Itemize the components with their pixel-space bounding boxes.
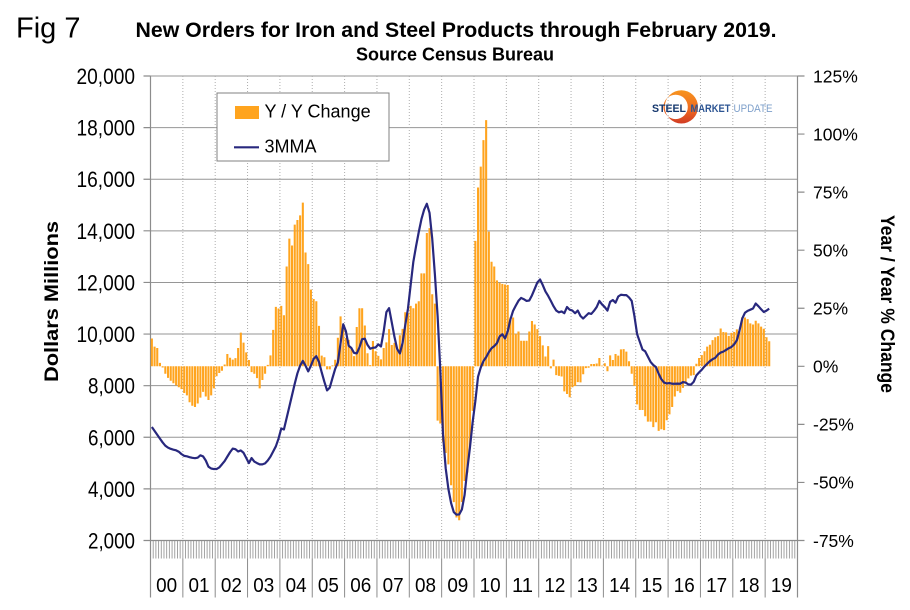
svg-text:-50%: -50% (813, 473, 854, 493)
svg-text:0%: 0% (813, 357, 838, 377)
svg-text:100%: 100% (813, 124, 858, 144)
svg-text:08: 08 (415, 575, 436, 597)
svg-text:50%: 50% (813, 240, 848, 260)
svg-text:18,000: 18,000 (77, 116, 136, 141)
svg-text:STEEL: STEEL (652, 103, 686, 115)
svg-text:25%: 25% (813, 299, 848, 319)
svg-text:17: 17 (706, 575, 727, 597)
svg-text:03: 03 (253, 575, 274, 597)
svg-text:Source Census Bureau: Source Census Bureau (356, 45, 554, 65)
svg-text:07: 07 (383, 575, 404, 597)
svg-text:Y / Y Change: Y / Y Change (265, 102, 371, 122)
svg-text:16: 16 (674, 575, 695, 597)
svg-text:75%: 75% (813, 182, 848, 202)
svg-text:-75%: -75% (813, 531, 854, 551)
svg-text:09: 09 (447, 575, 468, 597)
svg-text:-25%: -25% (813, 415, 854, 435)
svg-text:Dollars Millions: Dollars Millions (42, 221, 63, 382)
svg-text:12,000: 12,000 (77, 270, 136, 295)
svg-text:Year / Year % Change: Year / Year % Change (876, 215, 897, 393)
svg-text:00: 00 (156, 575, 177, 597)
svg-text:04: 04 (286, 575, 307, 597)
svg-text:15: 15 (641, 575, 662, 597)
svg-text:16,000: 16,000 (77, 167, 136, 192)
svg-text:4,000: 4,000 (88, 477, 135, 502)
svg-text:18: 18 (738, 575, 759, 597)
svg-text:19: 19 (771, 575, 792, 597)
svg-text:11: 11 (512, 575, 533, 597)
svg-text:Fig 7: Fig 7 (16, 13, 80, 45)
svg-text:02: 02 (221, 575, 242, 597)
svg-text:10,000: 10,000 (77, 322, 136, 347)
svg-text:13: 13 (577, 575, 598, 597)
svg-text:UPDATE: UPDATE (734, 103, 773, 115)
svg-text:6,000: 6,000 (88, 425, 135, 450)
svg-text:12: 12 (544, 575, 565, 597)
svg-text:14,000: 14,000 (77, 219, 136, 244)
svg-text:20,000: 20,000 (77, 64, 136, 89)
svg-text:14: 14 (609, 575, 630, 597)
svg-text:125%: 125% (813, 66, 858, 86)
svg-text:2,000: 2,000 (88, 529, 135, 554)
svg-text:8,000: 8,000 (88, 374, 135, 399)
svg-text:New Orders for Iron and Steel: New Orders for Iron and Steel Products t… (136, 19, 777, 42)
svg-text:01: 01 (189, 575, 210, 597)
svg-text:10: 10 (480, 575, 501, 597)
svg-text:06: 06 (350, 575, 371, 597)
svg-text:3MMA: 3MMA (265, 137, 317, 157)
svg-text:05: 05 (318, 575, 339, 597)
svg-text:MARKET: MARKET (691, 103, 731, 115)
